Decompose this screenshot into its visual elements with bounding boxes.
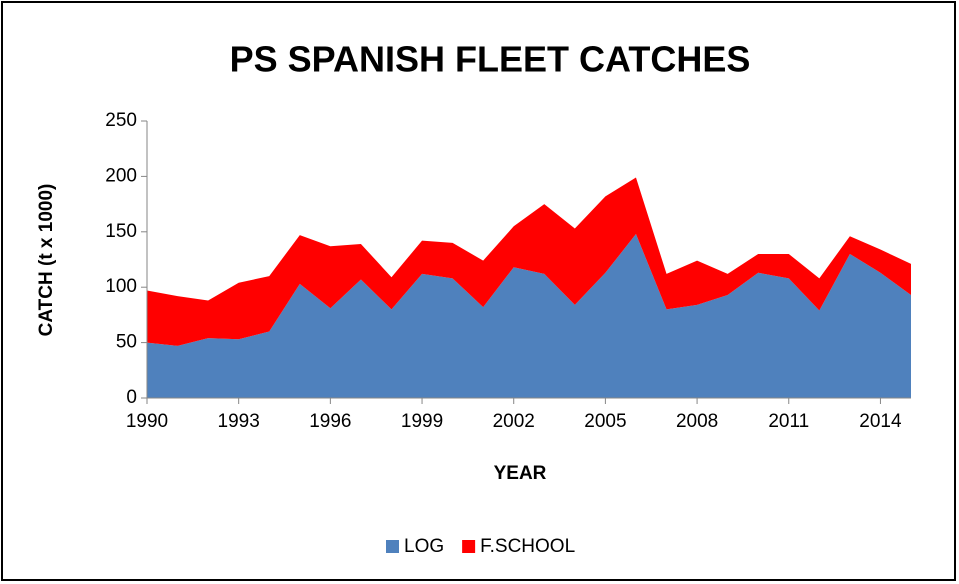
- y-tick-label: 0: [126, 387, 137, 408]
- x-tick-label: 2005: [584, 411, 626, 432]
- x-axis-label: YEAR: [494, 463, 547, 484]
- y-axis-label: CATCH (t x 1000): [36, 184, 57, 337]
- x-tick-label: 2002: [493, 411, 535, 432]
- y-tick-label: 200: [105, 165, 137, 186]
- y-tick-label: 150: [105, 221, 137, 242]
- x-tick-label: 1999: [401, 411, 443, 432]
- legend-swatch: [386, 540, 399, 553]
- legend-label: LOG: [404, 536, 444, 557]
- y-tick-label: 100: [105, 276, 137, 297]
- y-tick-label: 250: [105, 110, 137, 131]
- legend-label: F.SCHOOL: [480, 536, 575, 557]
- chart-title: PS SPANISH FLEET CATCHES: [230, 39, 751, 80]
- area: [147, 177, 911, 346]
- x-tick-label: 1993: [218, 411, 260, 432]
- y-tick-label: 50: [116, 332, 137, 353]
- x-tick-label: 1990: [126, 411, 168, 432]
- x-tick-label: 1996: [309, 411, 351, 432]
- legend-swatch: [462, 540, 476, 553]
- x-tick-label: 2008: [676, 411, 718, 432]
- x-tick-label: 2011: [768, 411, 809, 432]
- x-tick-label: 2014: [859, 411, 902, 432]
- area: [147, 234, 911, 398]
